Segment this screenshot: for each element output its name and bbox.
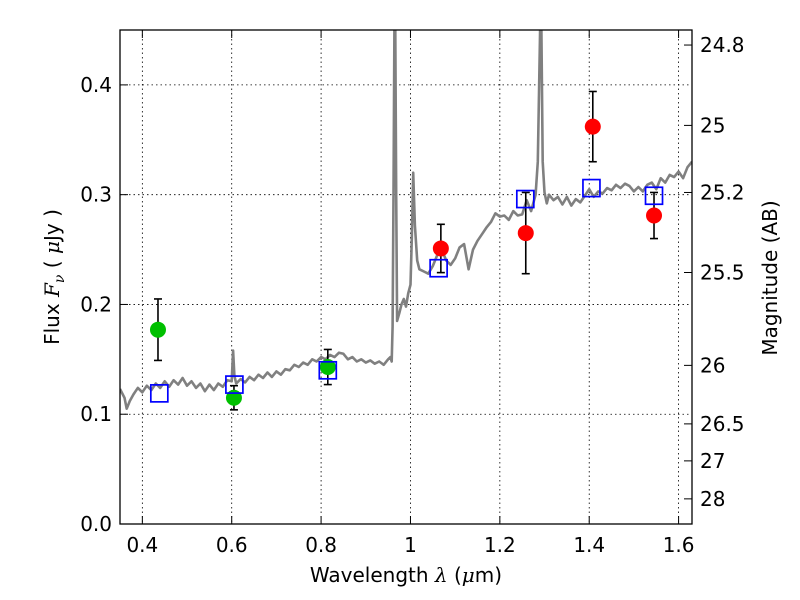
red-data-point: [432, 240, 449, 257]
y-axis-label-unit-rest: Jy ): [40, 209, 64, 243]
x-tick-label: 1.4: [573, 533, 605, 557]
x-axis-label-prefix: Wavelength: [310, 563, 429, 587]
y-axis-label-subscript: ν: [52, 274, 68, 283]
plot-frame: [119, 29, 693, 525]
axis-ticks: 0.4 0.6 0.8 1 1.2 1.4 1.6 0.0 0.1 0.2 0.3 0.4 24.8 25…: [80, 30, 745, 557]
y2-tick-label: 26: [700, 353, 725, 377]
y2-tick-label: 28: [700, 487, 725, 511]
x-axis-label: Wavelength λ (μm): [310, 563, 502, 587]
y-tick-label: 0.4: [80, 73, 112, 97]
x-axis-label-unit: μ: [462, 563, 475, 587]
y-axis-label-prefix: Flux: [40, 303, 64, 345]
y2-tick-label: 25.2: [700, 180, 745, 204]
model-photometry-square: [225, 375, 244, 394]
x-tick-label: 1: [404, 533, 417, 557]
x-tick-label: 0.4: [126, 533, 158, 557]
data-series: [120, 30, 692, 411]
y2-tick-label: 27: [700, 449, 725, 473]
model-photometry-square: [318, 360, 338, 380]
red-data-point: [584, 118, 601, 135]
green-data-point: [149, 321, 166, 338]
y-tick-label: 0.3: [80, 183, 112, 207]
green-data-point: [225, 389, 242, 406]
right-axis-label: Magnitude (AB): [758, 200, 782, 355]
model-photometry-square: [515, 189, 535, 209]
data-markers: [149, 90, 664, 411]
x-axis-label-unit-rest: m): [475, 563, 502, 587]
x-tick-label: 0.6: [216, 533, 248, 557]
y-axis-label-symbol: F: [40, 282, 64, 298]
y-tick-label: 0.2: [80, 292, 112, 316]
y-axis-label: Flux Fν ( μJy ): [40, 209, 68, 345]
y-tick-label: 0.1: [80, 402, 112, 426]
model-photometry-square: [644, 186, 664, 206]
gridlines: [120, 30, 692, 524]
y2-tick-label: 24.8: [700, 33, 745, 57]
red-data-point: [517, 225, 534, 242]
model-photometry-square: [429, 258, 448, 278]
spectrum-line: [120, 30, 692, 411]
x-tick-label: 0.8: [305, 533, 337, 557]
y-axis-label-unit: μ: [40, 241, 64, 254]
x-axis-label-open: (: [448, 563, 462, 587]
model-photometry-square: [582, 178, 601, 198]
model-photometry-square: [149, 384, 169, 403]
red-data-point: [646, 207, 663, 224]
y-axis-label-open: (: [40, 254, 64, 275]
y2-tick-label: 25.5: [700, 260, 745, 284]
x-axis-label-symbol: λ: [434, 563, 448, 587]
y2-tick-label: 26.5: [700, 412, 745, 436]
green-data-point: [319, 359, 336, 376]
y-tick-label: 0.0: [80, 512, 112, 536]
x-tick-label: 1.6: [663, 533, 695, 557]
x-tick-label: 1.2: [484, 533, 516, 557]
y2-tick-label: 25: [700, 113, 725, 137]
